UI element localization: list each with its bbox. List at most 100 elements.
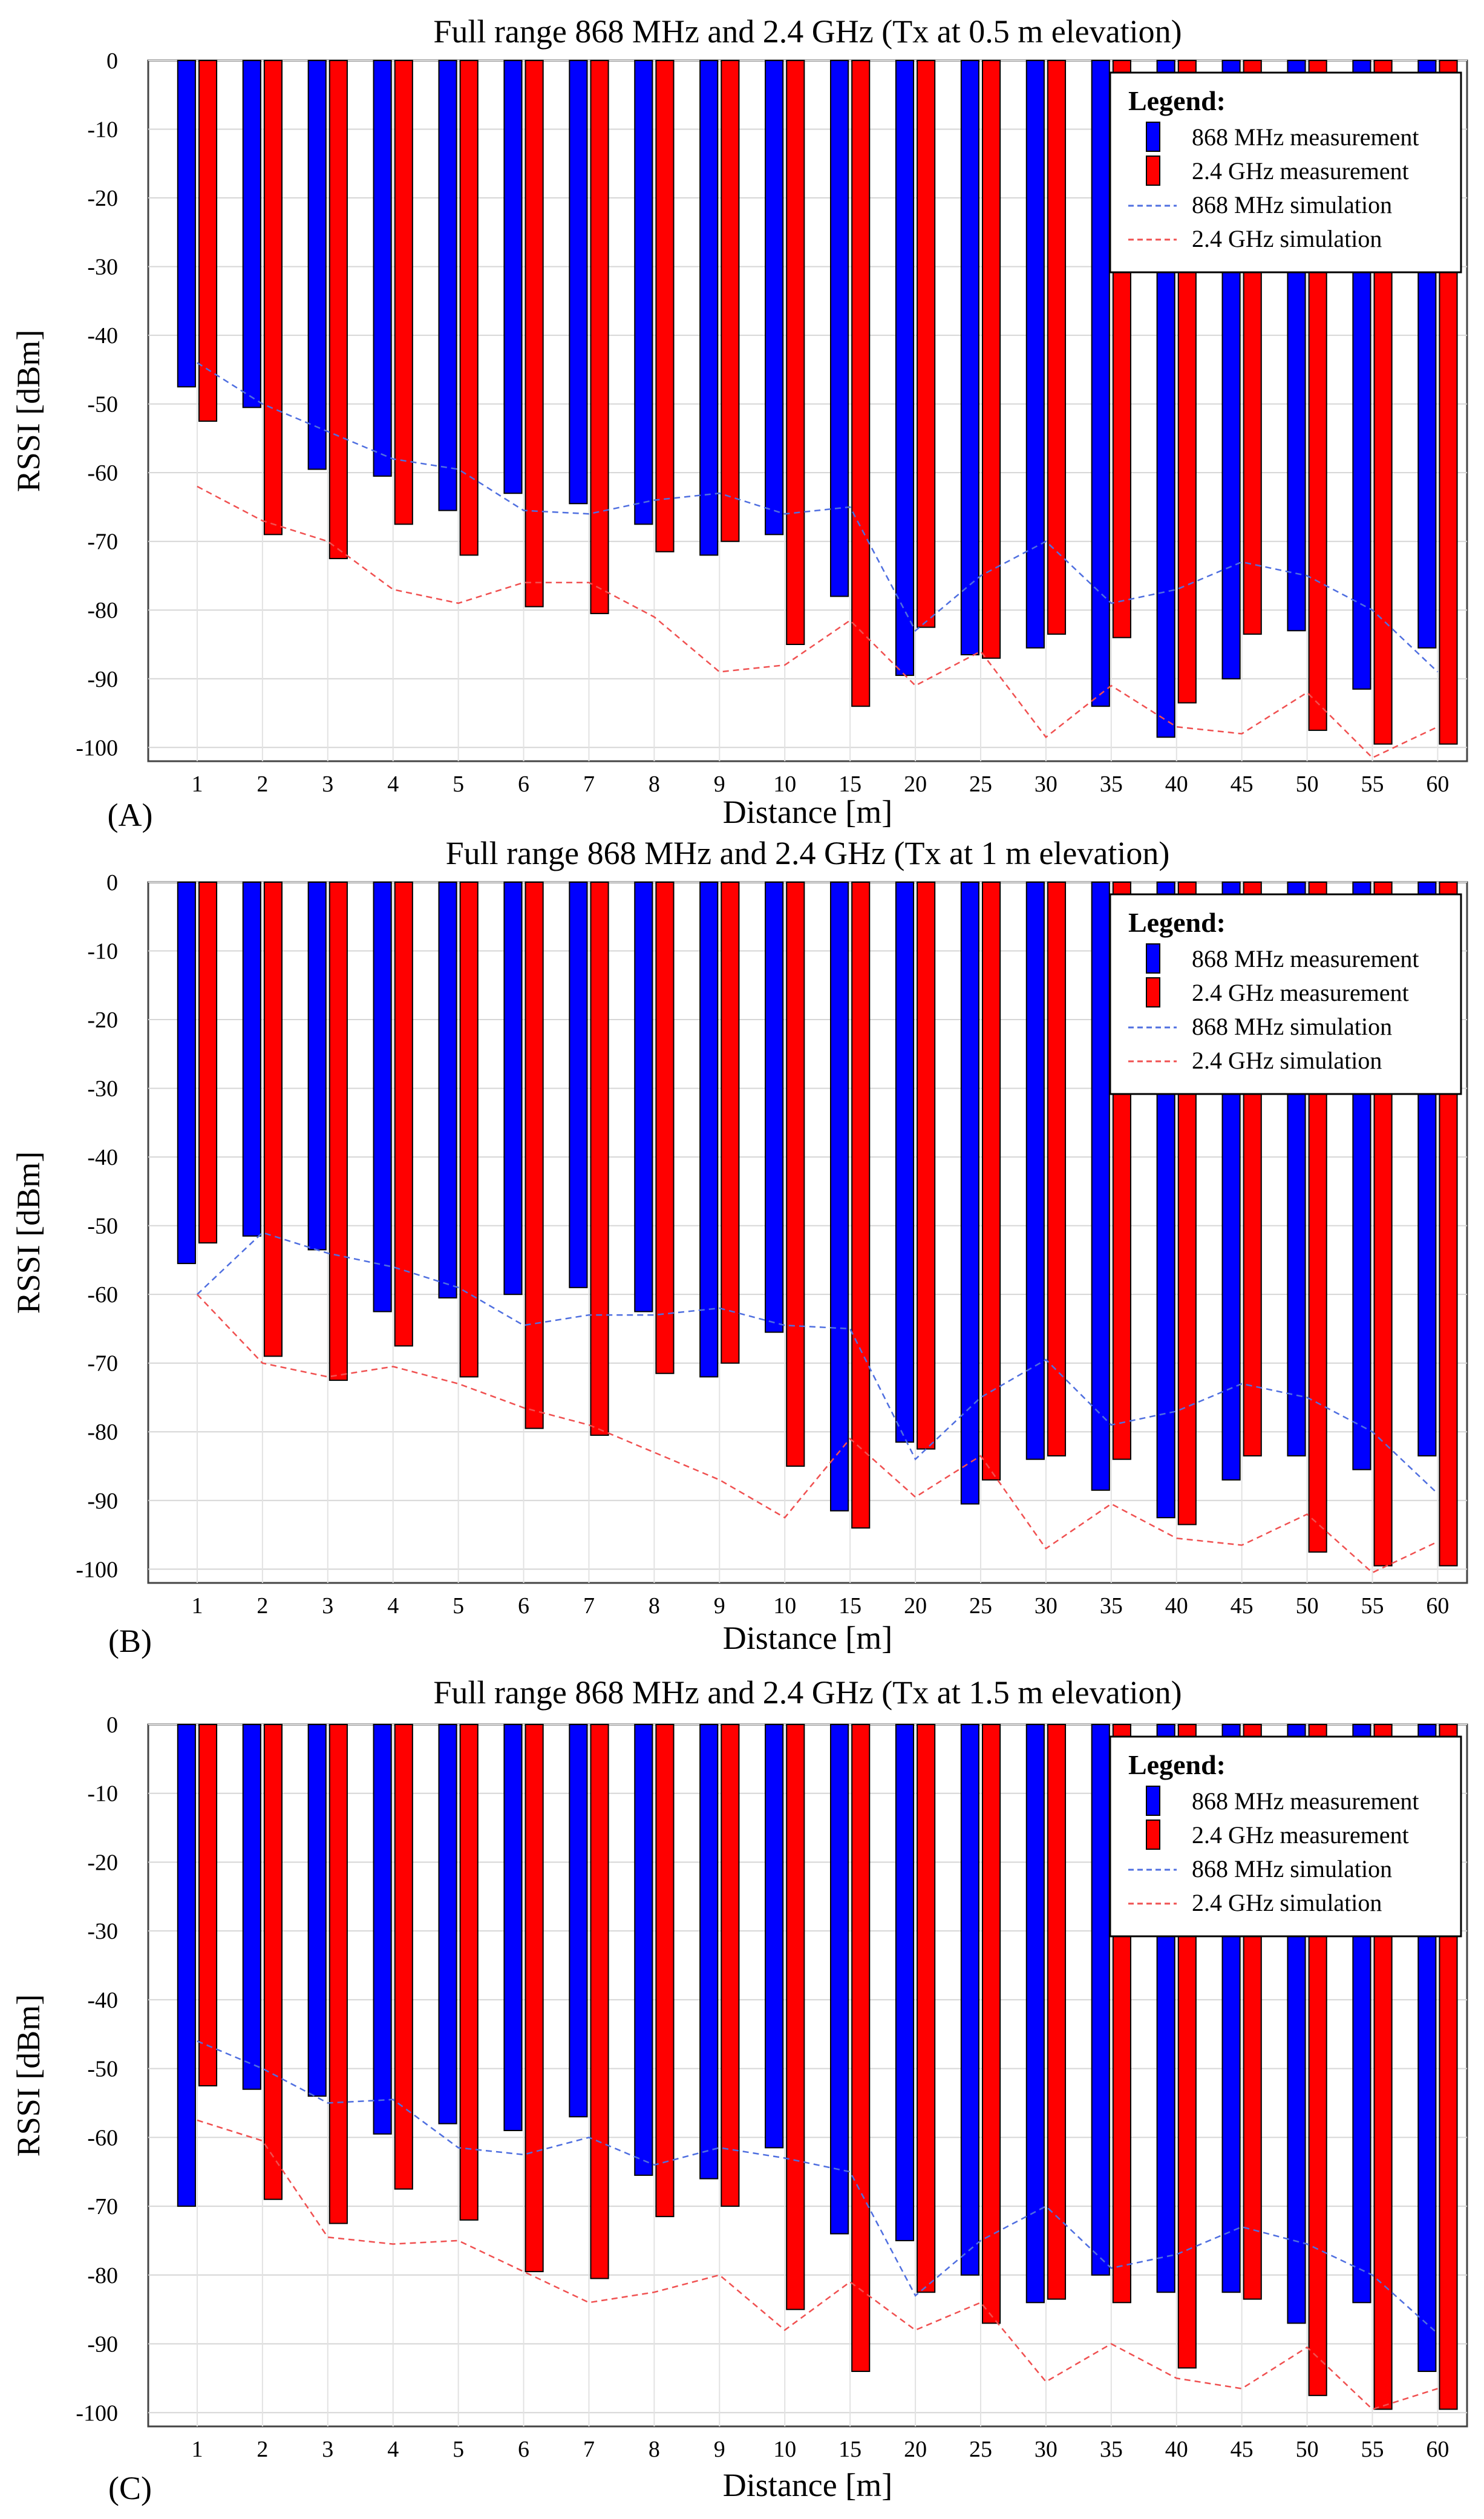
legend-entry: 2.4 GHz simulation: [1192, 1889, 1382, 1916]
x-axis-label: Distance [m]: [723, 794, 892, 830]
bar-868mhz-measurement: [1091, 1724, 1110, 2276]
x-tick-label: 15: [838, 1593, 861, 1619]
bar-2-4ghz-measurement: [1047, 60, 1067, 635]
y-tick-label: 0: [106, 870, 118, 896]
chart-title: Full range 868 MHz and 2.4 GHz (Tx at 1 …: [446, 835, 1170, 871]
y-tick-label: -20: [87, 1007, 118, 1033]
x-tick-label: 50: [1296, 2437, 1319, 2462]
y-tick-label: -10: [87, 117, 118, 143]
y-tick-label: -30: [87, 255, 118, 280]
y-tick-label: -80: [87, 2263, 118, 2288]
y-tick-label: -10: [87, 1781, 118, 1807]
bar-2-4ghz-measurement: [981, 882, 1001, 1481]
x-tick-label: 40: [1165, 1593, 1188, 1619]
bar-868mhz-measurement: [830, 60, 849, 597]
y-tick-label: -50: [87, 392, 118, 418]
x-tick-label: 35: [1100, 2437, 1123, 2462]
x-tick-label: 7: [583, 2437, 595, 2462]
bar-868mhz-measurement: [569, 882, 588, 1288]
x-tick-label: 25: [969, 771, 992, 797]
bar-868mhz-measurement: [503, 1724, 523, 2131]
x-tick-label: 2: [257, 1593, 268, 1619]
legend-entry: 868 MHz simulation: [1192, 191, 1392, 218]
bar-2-4ghz-measurement: [786, 882, 805, 1467]
bar-868mhz-measurement: [1091, 60, 1110, 707]
y-axis-label: RSSI [dBm]: [10, 1151, 47, 1314]
y-tick-label: -40: [87, 1988, 118, 2013]
bar-868mhz-measurement: [1025, 882, 1045, 1460]
bar-868mhz-measurement: [242, 60, 261, 408]
x-tick-label: 7: [583, 1593, 595, 1619]
bar-2-4ghz-measurement: [917, 1724, 936, 2293]
x-tick-label: 6: [518, 1593, 529, 1619]
line-2-4ghz-simulation: [197, 2119, 1438, 2411]
y-tick-label: 0: [106, 48, 118, 74]
x-tick-label: 15: [838, 771, 861, 797]
bar-868mhz-measurement: [307, 1724, 327, 2097]
bar-868mhz-measurement: [177, 1724, 196, 2207]
legend-entry: 2.4 GHz measurement: [1192, 1821, 1409, 1849]
legend: Legend: 868 MHz measurement 2.4 GHz measur…: [1109, 1735, 1462, 1938]
y-tick-label: -60: [87, 460, 118, 486]
x-axis-label: Distance [m]: [723, 1620, 892, 1656]
bar-868mhz-measurement: [373, 60, 392, 477]
x-tick-label: 5: [453, 771, 464, 797]
bar-2-4ghz-measurement: [263, 60, 283, 536]
x-tick-label: 30: [1035, 771, 1057, 797]
legend-title: Legend:: [1128, 1749, 1226, 1780]
bar-2-4ghz-measurement: [851, 60, 871, 707]
y-tick-label: -60: [87, 2125, 118, 2150]
bar-868mhz-measurement: [438, 60, 457, 511]
y-tick-label: -100: [76, 1557, 118, 1582]
bar-868mhz-measurement: [373, 1724, 392, 2135]
bar-2-4ghz-measurement: [851, 1724, 871, 2373]
bar-2-4ghz-measurement: [263, 1724, 283, 2200]
bar-2-4ghz-measurement: [459, 1724, 479, 2221]
bar-2-4ghz-measurement: [198, 60, 218, 422]
x-tick-label: 4: [387, 1593, 399, 1619]
x-tick-label: 55: [1361, 771, 1384, 797]
x-tick-label: 60: [1426, 2437, 1449, 2462]
bar-2-4ghz-measurement: [981, 60, 1001, 659]
bar-2-4ghz-measurement: [329, 60, 348, 560]
bar-868mhz-measurement: [242, 1724, 261, 2090]
chart-title: Full range 868 MHz and 2.4 GHz (Tx at 1.…: [433, 1674, 1182, 1711]
legend-swatch: [1146, 1820, 1160, 1850]
y-tick-label: -20: [87, 186, 118, 211]
bar-868mhz-measurement: [765, 1724, 784, 2149]
bar-868mhz-measurement: [830, 882, 849, 1512]
line-2-4ghz-simulation: [197, 485, 1438, 759]
y-axis-label: RSSI [dBm]: [10, 330, 47, 493]
legend-swatch: [1146, 122, 1160, 152]
bar-2-4ghz-measurement: [329, 882, 348, 1381]
bar-2-4ghz-measurement: [917, 882, 936, 1450]
x-tick-label: 20: [904, 1593, 927, 1619]
bar-2-4ghz-measurement: [590, 882, 609, 1436]
y-tick-label: -90: [87, 2332, 118, 2357]
x-tick-label: 2: [257, 2437, 268, 2462]
bar-868mhz-measurement: [373, 882, 392, 1312]
y-tick-label: -70: [87, 529, 118, 555]
bar-868mhz-measurement: [503, 882, 523, 1296]
x-tick-label: 10: [773, 1593, 796, 1619]
x-tick-label: 45: [1231, 771, 1254, 797]
y-tick-label: -90: [87, 1489, 118, 1514]
x-tick-label: 50: [1296, 1593, 1319, 1619]
bar-2-4ghz-measurement: [198, 882, 218, 1244]
x-tick-label: 9: [714, 771, 725, 797]
x-tick-label: 15: [838, 2437, 861, 2462]
x-axis-label: Distance [m]: [723, 2467, 892, 2503]
x-tick-label: 2: [257, 771, 268, 797]
bar-868mhz-measurement: [960, 60, 979, 656]
x-tick-label: 10: [773, 2437, 796, 2462]
bar-868mhz-measurement: [699, 60, 719, 556]
y-tick-label: -50: [87, 1214, 118, 1239]
x-tick-label: 1: [191, 1593, 203, 1619]
x-tick-label: 6: [518, 2437, 529, 2462]
y-tick-label: -100: [76, 735, 118, 761]
bar-2-4ghz-measurement: [721, 1724, 740, 2207]
bar-868mhz-measurement: [960, 882, 979, 1505]
